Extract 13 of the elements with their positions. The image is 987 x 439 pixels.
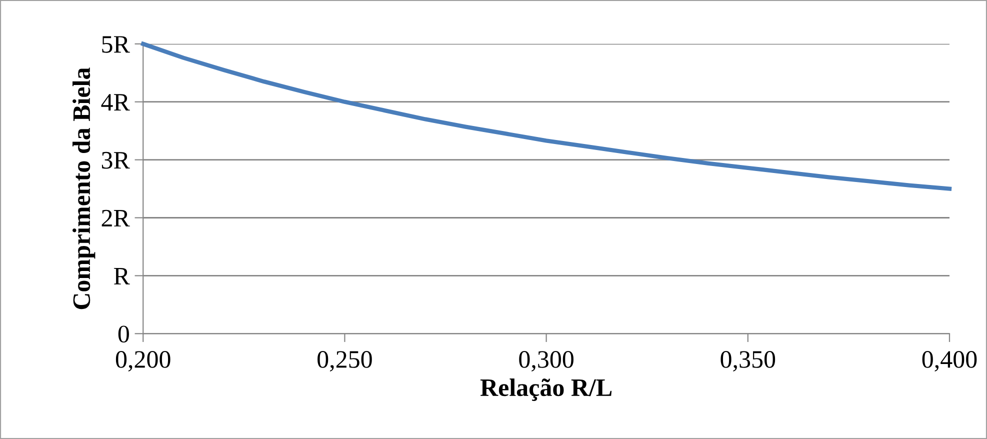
y-tick-label: R — [114, 268, 130, 284]
x-tick-label: 0,250 — [318, 351, 372, 372]
y-tick-label: 5R — [102, 36, 130, 53]
y-axis-title: Comprimento da Biela — [72, 68, 96, 310]
x-tick-label: 0,200 — [116, 351, 170, 372]
x-tick-label: 0,300 — [519, 351, 574, 372]
y-tick-label: 4R — [101, 94, 130, 111]
x-tick-label: 0,400 — [922, 351, 977, 372]
y-tick-label: 0 — [118, 326, 129, 343]
x-tick-label: 0,350 — [720, 351, 776, 372]
y-tick-label: 2R — [102, 210, 130, 226]
y-tick-label: 3R — [102, 152, 130, 169]
x-axis-title: Relação R/L — [480, 378, 612, 402]
